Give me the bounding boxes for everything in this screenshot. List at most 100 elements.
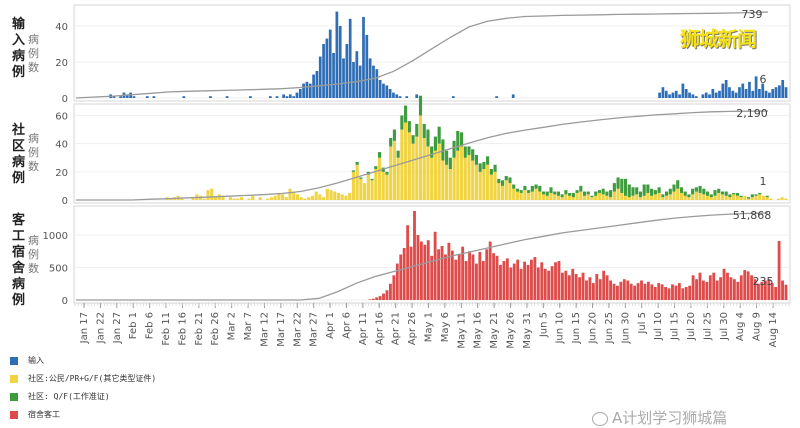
bar-community_wp — [586, 191, 590, 195]
x-tick-label: Jul 15 — [670, 312, 681, 341]
bar-import — [731, 90, 735, 98]
bar-dorm — [739, 275, 743, 300]
bar-dorm — [684, 287, 688, 300]
bar-dorm — [705, 281, 709, 300]
bar-community_wp — [597, 190, 602, 193]
x-tick-label: Jul 25 — [702, 312, 713, 341]
bar-dorm — [784, 284, 788, 300]
bar-community_local — [679, 192, 684, 200]
bar-community_local — [292, 191, 296, 200]
bar-community_wp — [702, 188, 706, 195]
bar-dorm — [554, 262, 557, 300]
panel-frame — [73, 103, 791, 204]
bar-dorm — [526, 264, 530, 300]
bar-import — [728, 87, 731, 98]
bar-community_local — [277, 192, 281, 200]
bar-community_local — [754, 195, 758, 200]
legend-swatch-community-wp — [10, 393, 18, 401]
bar-community_local — [530, 191, 534, 200]
bar-import — [778, 85, 781, 98]
bar-import — [332, 53, 335, 98]
bar-community_local — [448, 169, 452, 200]
bar-community_wp — [698, 185, 702, 193]
bar-import — [382, 83, 385, 98]
bar-community_wp — [504, 176, 508, 181]
bar-community_wp — [616, 177, 620, 189]
bar-dorm — [461, 246, 465, 300]
bar-dorm — [750, 275, 754, 300]
bar-import — [671, 92, 675, 98]
y-tick-label: 20 — [55, 168, 68, 179]
bar-community_local — [646, 192, 650, 200]
bar-community_local — [523, 190, 527, 200]
bar-community_wp — [508, 177, 512, 184]
bar-community_local — [251, 195, 255, 200]
bar-community_local — [564, 194, 568, 200]
x-tick-label: May 11 — [456, 312, 467, 349]
bar-import — [318, 56, 322, 98]
bar-community_local — [366, 174, 370, 200]
bar-import — [398, 96, 402, 98]
bar-community_local — [627, 197, 631, 200]
panel-title-char: 宿 — [12, 244, 25, 260]
bar-community_local — [437, 143, 441, 200]
bar-community_wp — [638, 191, 643, 198]
x-tick-label: Mar 22 — [292, 312, 303, 347]
bar-import — [119, 96, 122, 98]
bar-dorm — [691, 275, 695, 300]
x-tick-label: Apr 1 — [325, 312, 336, 339]
bar-dorm — [619, 281, 623, 300]
bar-import — [734, 92, 738, 98]
bar-community_local — [396, 157, 400, 200]
bar-community_local — [683, 195, 687, 200]
x-tick-label: Mar 7 — [243, 312, 254, 340]
bar-dorm — [523, 261, 526, 300]
bar-dorm — [444, 254, 447, 300]
bar-community_local — [269, 197, 273, 200]
bar-community_local — [411, 143, 415, 200]
x-tick-label: Feb 11 — [161, 312, 172, 346]
bar-community_local — [478, 171, 482, 200]
panel-title-char: 舍 — [12, 260, 26, 276]
bar-community_wp — [493, 164, 497, 172]
panel-title-char: 例 — [12, 292, 25, 308]
bar-community_wp — [765, 195, 769, 198]
bar-dorm — [657, 283, 661, 300]
bar-community_local — [568, 195, 572, 200]
bar-community_wp — [605, 191, 609, 196]
y-tick-label: 0 — [62, 296, 68, 307]
bar-dorm — [457, 254, 461, 300]
bar-import — [342, 58, 345, 98]
bar-community_local — [452, 157, 456, 200]
bar-community_local — [459, 146, 464, 200]
bar-community_local — [299, 197, 303, 200]
bar-community_local — [370, 180, 374, 200]
panel-title-char: 区 — [12, 139, 25, 154]
bar-dorm — [509, 267, 513, 300]
bar-import — [708, 94, 711, 98]
bar-community_local — [344, 195, 348, 200]
bar-community_local — [426, 146, 430, 200]
bar-community_local — [363, 183, 367, 200]
bar-dorm — [664, 287, 668, 300]
bar-import — [308, 83, 312, 98]
bar-community_local — [314, 191, 318, 200]
bar-dorm — [629, 283, 633, 300]
bar-dorm — [688, 285, 692, 300]
bar-import — [684, 89, 688, 98]
bar-community_local — [504, 180, 508, 200]
bar-community_local — [653, 194, 657, 200]
bar-import — [691, 94, 695, 98]
x-tick-label: May 16 — [473, 312, 484, 349]
legend-swatch-dorm — [10, 411, 18, 419]
y-tick-label: 0 — [62, 94, 68, 105]
bar-community_wp — [396, 150, 400, 158]
bar-community_wp — [545, 191, 549, 196]
bar-community_wp — [560, 194, 564, 198]
bar-community_local — [702, 194, 706, 200]
bar-community_local — [601, 194, 605, 200]
bar-import — [315, 71, 319, 98]
bar-community_local — [620, 192, 624, 200]
bar-import — [288, 94, 292, 98]
bar-community_local — [758, 194, 762, 200]
